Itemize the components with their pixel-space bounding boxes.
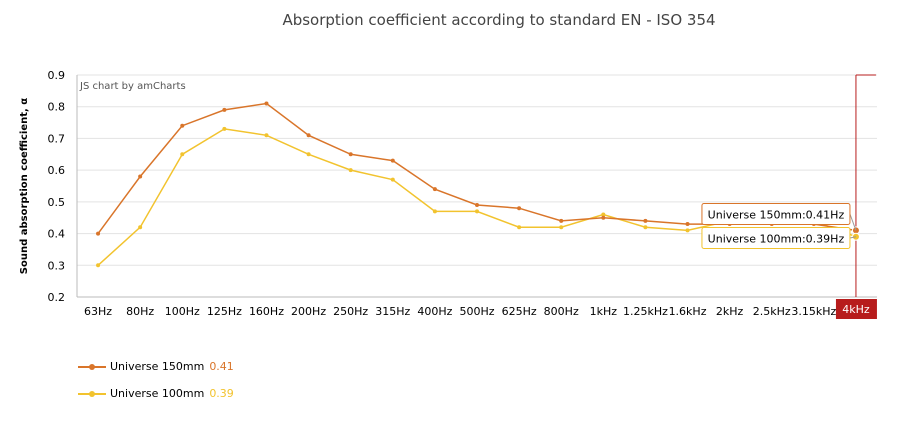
cursor-category-label: 4kHz (842, 303, 870, 316)
y-tick-label: 0.8 (48, 101, 66, 114)
y-axis-ticks: 0.2 0.3 0.4 0.5 0.6 0.7 0.8 0.9 (48, 69, 66, 304)
x-tick-label: 1kHz (590, 305, 618, 318)
data-point (685, 228, 690, 233)
balloon-pointer (849, 213, 857, 231)
data-point (475, 209, 479, 214)
y-tick-label: 0.9 (48, 69, 66, 82)
legend-item-universe-150mm[interactable]: Universe 150mm 0.41 (78, 360, 234, 373)
balloon-text: Universe 150mm:0.41Hz (708, 209, 845, 222)
x-tick-label: 2.5kHz (753, 305, 791, 318)
cursor-label-bg (835, 299, 877, 319)
data-point (517, 206, 522, 211)
data-point (517, 225, 522, 230)
data-point (264, 133, 269, 138)
x-tick-label: 200Hz (291, 305, 326, 318)
x-tick-label: 1.25kHz (623, 305, 668, 318)
data-point (264, 101, 269, 106)
legend-item-universe-100mm[interactable]: Universe 100mm 0.39 (78, 387, 234, 400)
data-point (96, 263, 101, 268)
data-point (306, 152, 311, 157)
x-tick-label: 3.15kHz (791, 305, 836, 318)
data-point (559, 218, 564, 223)
data-point (601, 212, 606, 217)
data-point (601, 215, 606, 220)
data-point (138, 174, 143, 179)
x-tick-label: 125Hz (207, 305, 242, 318)
y-tick-label: 0.4 (48, 228, 66, 241)
data-point (348, 152, 353, 157)
data-point (432, 187, 437, 192)
y-tick-label: 0.2 (48, 291, 66, 304)
chart-title: Absorption coefficient according to stan… (282, 11, 715, 29)
data-point (432, 209, 437, 214)
x-tick-label: 800Hz (544, 305, 579, 318)
data-point (643, 225, 648, 230)
legend-marker-100mm (78, 388, 106, 400)
data-point (306, 133, 311, 138)
x-tick-label: 2kHz (716, 305, 744, 318)
data-point (96, 231, 101, 236)
data-point (180, 152, 185, 157)
balloon-pointer (849, 236, 857, 239)
x-tick-label: 625Hz (502, 305, 537, 318)
amcharts-credit[interactable]: JS chart by amCharts (79, 81, 186, 92)
data-point (390, 158, 395, 163)
legend-label: Universe 150mm (110, 360, 205, 373)
legend-label: Universe 100mm (110, 387, 205, 400)
x-tick-label: 160Hz (249, 305, 284, 318)
data-point (180, 123, 185, 128)
y-tick-label: 0.3 (48, 259, 66, 272)
x-tick-label: 1.6kHz (669, 305, 707, 318)
legend-value: 0.41 (209, 360, 234, 373)
data-point (475, 203, 479, 208)
data-point (685, 222, 690, 227)
data-point (138, 225, 143, 230)
chart-cursor: 4kHz Universe 150mm:0.41Hz Universe 100mm:… (701, 74, 877, 319)
balloon-text: Universe 100mm:0.39Hz (708, 233, 845, 246)
data-point (643, 218, 648, 223)
x-tick-label: 500Hz (459, 305, 494, 318)
data-point (348, 168, 353, 173)
data-point (559, 225, 564, 230)
y-axis-label: Sound absorption coefficient, α (19, 98, 30, 274)
balloon-box (701, 227, 851, 249)
data-point (390, 177, 395, 182)
x-tick-label: 63Hz (84, 305, 112, 318)
data-point (222, 107, 227, 112)
y-tick-label: 0.7 (48, 132, 66, 145)
legend-marker-150mm (78, 361, 106, 373)
data-point (222, 126, 227, 131)
x-tick-label: 400Hz (417, 305, 452, 318)
grid-lines (76, 74, 877, 298)
legend-value: 0.39 (209, 387, 234, 400)
x-tick-label: 100Hz (165, 305, 200, 318)
x-tick-label: 80Hz (126, 305, 154, 318)
balloon-box (701, 203, 851, 225)
x-axis-ticks: 63Hz 80Hz 100Hz 125Hz 160Hz 200Hz 250Hz 315Hz 40… (84, 305, 836, 318)
y-tick-label: 0.6 (48, 164, 66, 177)
x-tick-label: 315Hz (375, 305, 410, 318)
y-tick-label: 0.5 (48, 196, 66, 209)
x-tick-label: 250Hz (333, 305, 368, 318)
